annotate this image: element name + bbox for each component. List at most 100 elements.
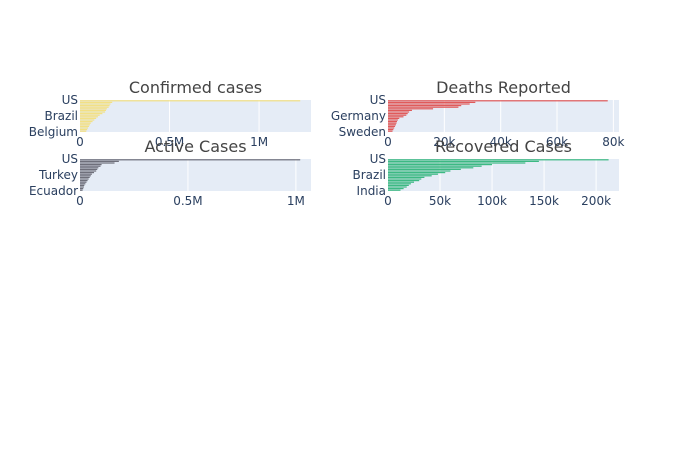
deaths-bar: [388, 122, 397, 124]
deaths-bar: [388, 112, 408, 115]
recovered-bar: [388, 167, 474, 169]
deaths-bar: [388, 116, 404, 118]
recovered-bar: [388, 175, 432, 177]
recovered-bar: [388, 176, 425, 179]
deaths-bar: [388, 130, 393, 132]
recovered-x-tick-label: 100k: [477, 194, 507, 208]
confirmed-bar: [80, 103, 111, 105]
confirmed-bar: [80, 101, 113, 104]
confirmed-bar: [80, 108, 107, 110]
active-bar: [80, 179, 88, 182]
confirmed-x-tick-label: 1M: [250, 135, 268, 149]
active-y-tick-label: US: [62, 152, 78, 166]
deaths-bar: [388, 109, 412, 112]
active-bar: [80, 189, 83, 191]
deaths-bar: [388, 100, 608, 102]
active-x-tick-label: 1M: [287, 194, 305, 208]
deaths-bar: [388, 125, 396, 128]
recovered-bar: [388, 163, 493, 166]
deaths-bar: [388, 114, 407, 116]
deaths-bar: [388, 127, 395, 129]
recovered-y-tick-label: Brazil: [353, 168, 387, 182]
confirmed-y-tick-label: US: [62, 93, 78, 107]
confirmed-title: Confirmed cases: [129, 78, 262, 97]
recovered-bar: [388, 186, 407, 188]
deaths-y-tick-label: US: [370, 93, 386, 107]
deaths-bar: [388, 111, 410, 113]
deaths-x-tick-label: 20k: [433, 135, 455, 149]
recovered-y-tick-label: US: [370, 152, 386, 166]
confirmed-x-tick-label: 0: [76, 135, 84, 149]
recovered-bar: [388, 179, 420, 182]
recovered-x-tick-label: 200k: [581, 194, 611, 208]
active-bar: [80, 163, 102, 166]
active-title: Active Cases: [144, 137, 246, 156]
deaths-title: Deaths Reported: [436, 78, 571, 97]
recovered-plot-background: [388, 159, 619, 191]
deaths-bar: [388, 117, 400, 120]
active-y-tick-label: Ecuador: [29, 184, 78, 198]
active-bar: [80, 170, 97, 172]
recovered-bar: [388, 170, 451, 172]
active-plot-background: [80, 159, 311, 191]
recovered-bar: [388, 181, 415, 183]
confirmed-subplot: 0 0.5M 1M US Brazil Belgium Confirmed cases: [29, 78, 311, 149]
confirmed-bar: [80, 119, 95, 121]
recovered-bar: [388, 189, 401, 191]
deaths-bar: [388, 128, 394, 131]
confirmed-plot-background: [80, 100, 311, 132]
deaths-y-tick-label: Germany: [331, 109, 386, 123]
recovered-bar: [388, 173, 438, 175]
active-subplot: 0 0.5M 1M US Turkey Ecuador Active Cases: [29, 137, 311, 208]
confirmed-bar: [80, 114, 100, 116]
confirmed-bar: [80, 120, 93, 123]
deaths-x-tick-label: 0: [384, 135, 392, 149]
active-bar: [80, 167, 99, 169]
recovered-bar: [388, 171, 446, 174]
active-bar: [80, 160, 119, 163]
confirmed-bar: [80, 124, 90, 126]
active-bar: [80, 175, 91, 177]
confirmed-bar: [80, 109, 106, 112]
recovered-bar: [388, 178, 422, 180]
recovered-bar: [388, 187, 404, 190]
confirmed-bar: [80, 125, 89, 128]
deaths-x-tick-label: 60k: [546, 135, 568, 149]
confirmed-bar: [80, 116, 98, 118]
confirmed-bar: [80, 106, 109, 108]
recovered-bar: [388, 168, 461, 171]
deaths-bar: [388, 124, 396, 126]
active-bar: [80, 168, 98, 171]
confirmed-bar: [80, 128, 88, 131]
active-bar: [80, 165, 101, 167]
recovered-bar: [388, 160, 539, 163]
confirmed-bar: [80, 100, 301, 102]
active-bar: [80, 176, 90, 179]
deaths-bar: [388, 101, 476, 104]
confirmed-y-tick-label: Belgium: [29, 125, 78, 139]
deaths-bar: [388, 120, 398, 123]
confirmed-y-tick-label: Brazil: [45, 109, 79, 123]
recovered-x-tick-label: 150k: [529, 194, 559, 208]
recovered-x-tick-label: 50k: [429, 194, 451, 208]
confirmed-bar: [80, 127, 89, 129]
recovered-bar: [388, 165, 482, 167]
deaths-plot-background: [388, 100, 619, 132]
active-bar: [80, 159, 301, 161]
active-bar: [80, 186, 84, 188]
active-bar: [80, 181, 87, 183]
active-bar: [80, 178, 89, 180]
active-bar: [80, 171, 95, 174]
deaths-x-tick-label: 80k: [602, 135, 624, 149]
recovered-bar: [388, 162, 526, 164]
recovered-subplot: 0 50k 100k 150k 200k US Brazil India Recovered C…: [353, 137, 619, 208]
confirmed-bar: [80, 117, 97, 120]
active-x-tick-label: 0: [76, 194, 84, 208]
deaths-bar: [388, 108, 434, 110]
deaths-bar: [388, 106, 459, 108]
confirmed-bar: [80, 112, 103, 115]
deaths-x-tick-label: 40k: [490, 135, 512, 149]
recovered-bar: [388, 183, 411, 185]
recovered-title: Recovered Cases: [435, 137, 572, 156]
